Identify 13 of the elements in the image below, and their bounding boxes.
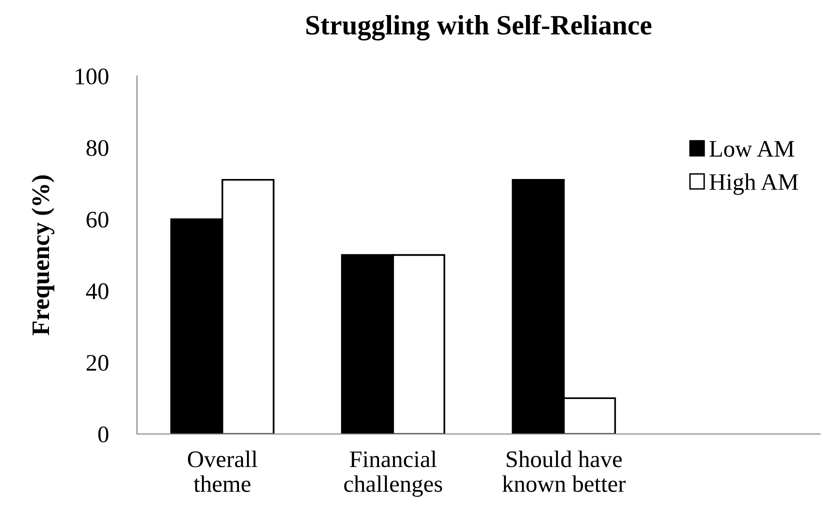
- y-tick-label: 80: [86, 140, 108, 156]
- legend-label: Low AM: [710, 141, 794, 157]
- y-axis-title: Frequency (%): [32, 175, 54, 336]
- x-tick-label: Financial challenges: [344, 450, 442, 497]
- y-tick-label: 0: [98, 426, 108, 442]
- x-tick-label: Should have known better: [502, 450, 626, 492]
- y-tick-label: 60: [86, 212, 108, 228]
- x-tick-label: Overall theme: [188, 450, 258, 492]
- y-tick-label: 40: [86, 283, 108, 300]
- legend-label: High AM: [710, 173, 798, 195]
- y-tick-label: 20: [86, 354, 108, 371]
- chart-title: Struggling with Self-Reliance: [306, 14, 652, 40]
- y-tick-label: 100: [76, 68, 108, 84]
